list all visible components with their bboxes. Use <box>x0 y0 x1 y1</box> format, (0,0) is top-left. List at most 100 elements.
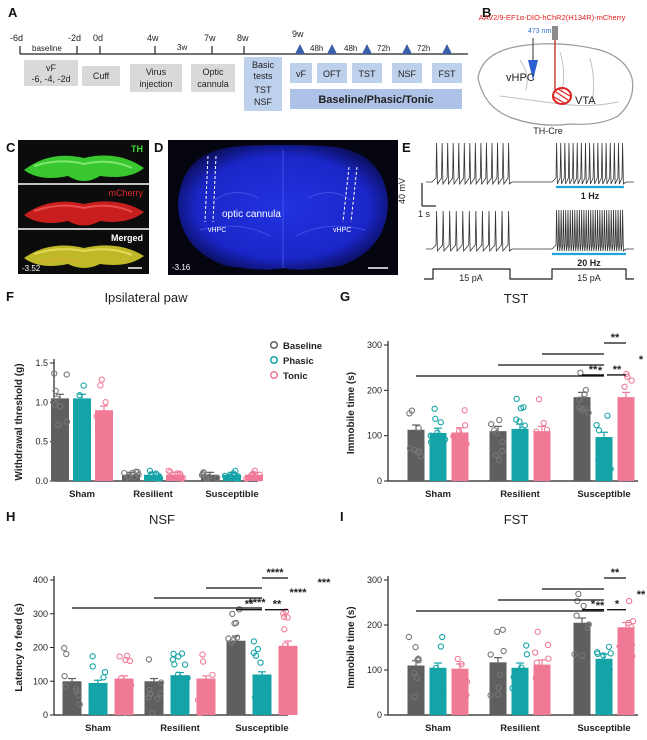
data-point <box>625 402 632 409</box>
data-point <box>146 686 153 694</box>
data-point <box>571 651 578 658</box>
data-point <box>578 652 586 659</box>
data-point <box>169 656 177 663</box>
legend-marker-phasic <box>269 355 279 365</box>
data-point <box>607 650 614 657</box>
data-point <box>628 641 636 649</box>
data-point <box>600 652 607 659</box>
data-point <box>73 400 81 407</box>
data-point <box>607 465 614 473</box>
frequency-label: 20 Hz <box>577 258 601 268</box>
x-tick-label: Resilient <box>500 723 540 734</box>
data-point <box>229 610 236 618</box>
spike-train <box>431 142 513 186</box>
data-point <box>427 439 435 446</box>
data-point <box>414 656 421 663</box>
data-point <box>437 419 444 426</box>
data-point <box>576 396 583 403</box>
data-point <box>517 405 525 412</box>
data-point <box>461 407 468 414</box>
data-point <box>432 677 440 684</box>
data-point <box>256 475 263 482</box>
data-point <box>76 701 83 708</box>
x-tick-label: Resilient <box>500 489 540 500</box>
data-point <box>203 475 211 482</box>
data-point <box>248 472 255 479</box>
data-point <box>101 669 109 676</box>
data-point <box>148 471 155 478</box>
vf-baseline-box <box>24 60 78 86</box>
data-point <box>625 619 632 627</box>
bar <box>144 474 162 481</box>
data-point <box>458 698 466 705</box>
data-point <box>199 651 206 658</box>
data-point <box>427 432 434 439</box>
y-tick-label: 200 <box>33 643 48 653</box>
data-point <box>435 459 442 467</box>
data-point <box>53 395 60 402</box>
data-point <box>248 471 256 479</box>
x-tick-label: Susceptible <box>577 723 630 734</box>
y-tick-label: 0.0 <box>35 476 48 486</box>
data-point <box>63 418 71 425</box>
data-point <box>99 413 106 420</box>
panel-letter-b: B <box>482 5 491 20</box>
significance-stars: **** <box>266 567 284 579</box>
panel-letter-d: D <box>154 140 163 155</box>
data-point <box>499 626 506 633</box>
panel-a: A -6d -2d 0d 4w 3w 7w 8w 9w baseline vF … <box>8 5 468 111</box>
laser-cone <box>528 60 538 80</box>
bar <box>511 667 529 715</box>
vta-label: VTA <box>575 95 596 107</box>
data-point <box>580 602 587 610</box>
data-point <box>55 421 62 428</box>
data-point <box>116 653 123 660</box>
data-point <box>178 650 186 657</box>
significance-stars: ** <box>613 364 622 376</box>
data-point <box>451 436 458 443</box>
interval-label: 48h <box>310 44 323 53</box>
data-point <box>543 433 551 440</box>
data-point <box>437 671 444 678</box>
x-tick-label: Sham <box>69 489 95 500</box>
panel-e: E 40 mV 1 s 1 Hz 20 Hz 15 pA 15 pA <box>397 140 634 283</box>
brain-regions <box>499 51 619 107</box>
data-point <box>122 656 129 664</box>
data-point <box>490 427 498 434</box>
data-point <box>157 679 165 686</box>
data-point <box>201 706 208 713</box>
vhpc-left-label: vHPC <box>208 227 226 234</box>
data-point <box>543 426 551 433</box>
interval-label: 3w <box>177 43 187 52</box>
x-tick-label: Susceptible <box>577 489 630 500</box>
data-point <box>84 424 92 431</box>
data-point <box>135 471 142 478</box>
interval-label: 72h <box>377 44 390 53</box>
data-point <box>147 690 154 697</box>
x-tick-label: Susceptible <box>235 723 288 734</box>
test-label: NSF <box>398 69 417 79</box>
bar <box>201 474 219 481</box>
data-point <box>225 473 233 481</box>
data-point <box>544 641 552 649</box>
mcherry-label: mCherry <box>108 188 143 198</box>
current-label: 15 pA <box>459 273 483 283</box>
data-point <box>257 659 264 666</box>
data-point <box>100 674 107 681</box>
bar <box>223 474 241 481</box>
stimulation-arrow-icon <box>362 44 372 54</box>
test-box <box>290 63 312 83</box>
data-point <box>405 633 413 641</box>
data-point <box>129 469 136 477</box>
data-point <box>61 672 68 680</box>
data-point <box>604 412 611 419</box>
data-point <box>533 428 540 435</box>
data-point <box>581 391 588 398</box>
bar <box>489 662 507 715</box>
vta-hatching <box>553 88 571 105</box>
data-point <box>105 413 112 421</box>
data-point <box>126 657 134 665</box>
data-point <box>209 671 216 679</box>
data-point <box>460 451 467 458</box>
interval-label: 72h <box>417 44 430 53</box>
